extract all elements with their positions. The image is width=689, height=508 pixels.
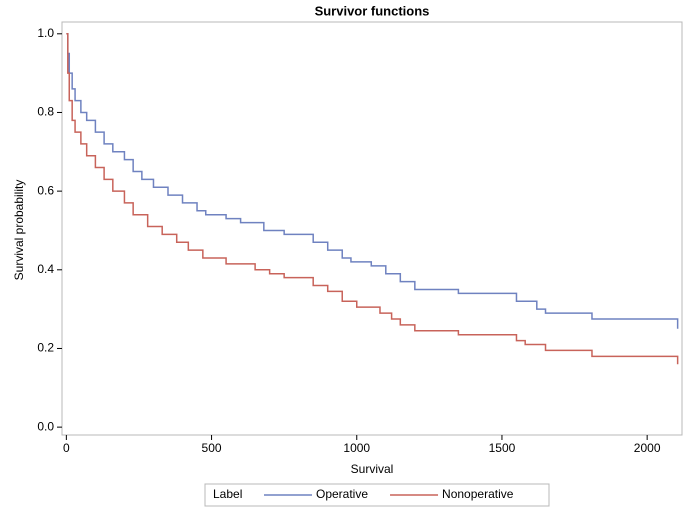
legend-label: Nonoperative: [442, 487, 514, 501]
y-tick-label: 0.6: [37, 183, 54, 197]
y-tick-label: 0.8: [37, 105, 54, 119]
chart-title: Survivor functions: [315, 3, 430, 18]
legend-title: Label: [213, 487, 242, 501]
y-tick-label: 1.0: [37, 26, 54, 40]
x-axis-label: Survival: [351, 462, 394, 476]
survival-curve: [66, 33, 679, 365]
x-tick-label: 0: [63, 441, 70, 455]
x-tick-label: 1500: [489, 441, 516, 455]
y-tick-label: 0.2: [37, 341, 54, 355]
plot-frame: [61, 21, 683, 436]
legend-box: [204, 483, 550, 507]
x-tick-label: 500: [202, 441, 222, 455]
y-tick-label: 0.0: [37, 419, 54, 433]
survival-curve: [66, 33, 679, 329]
x-tick-label: 1000: [343, 441, 370, 455]
y-axis-label: Survival probability: [12, 180, 26, 281]
x-tick-label: 2000: [634, 441, 661, 455]
legend-label: Operative: [316, 487, 368, 501]
y-tick-label: 0.4: [37, 262, 54, 276]
